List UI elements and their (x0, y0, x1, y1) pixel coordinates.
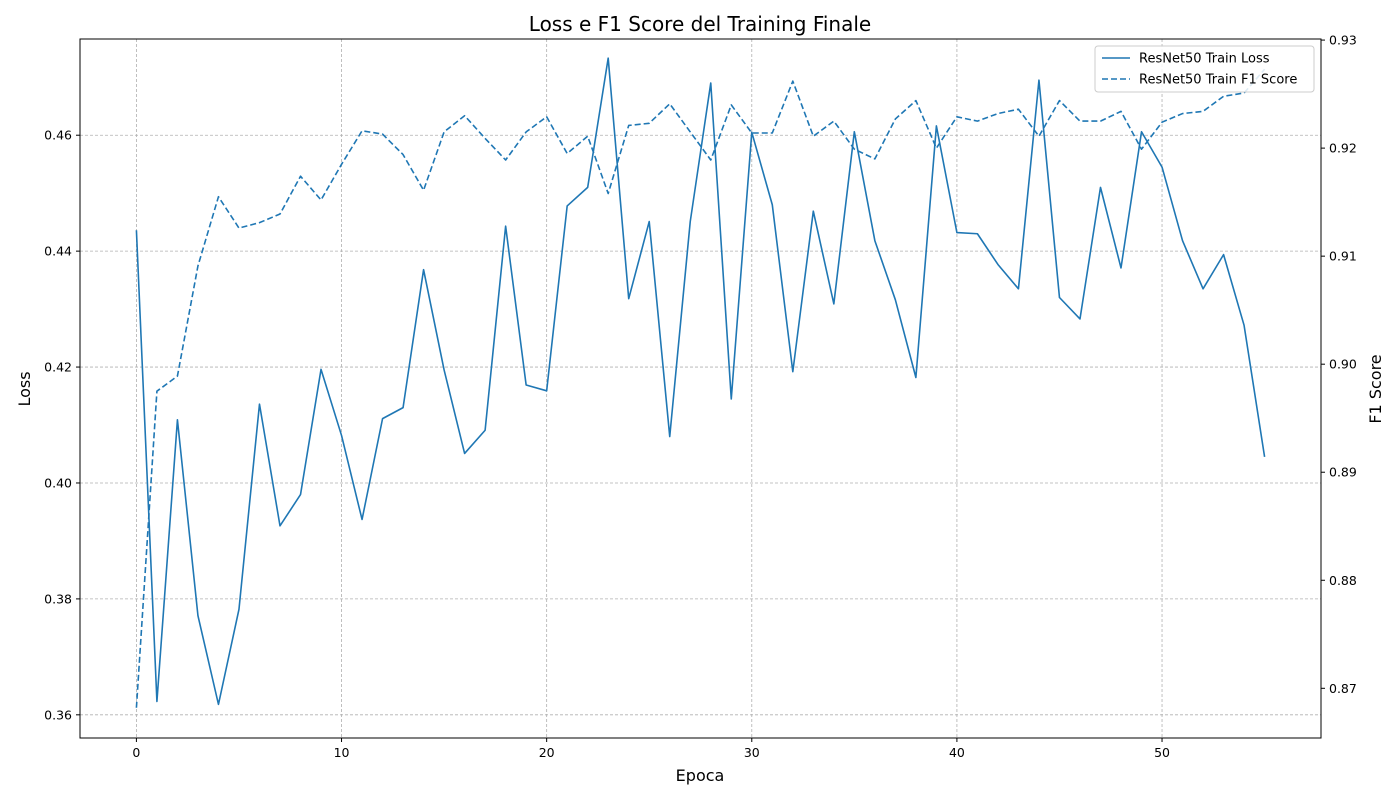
y-tick-label-left: 0.44 (44, 244, 72, 259)
y-tick-label-left: 0.40 (44, 475, 72, 490)
legend-box (1094, 45, 1315, 93)
y-tick-label-right: 0.87 (1329, 681, 1357, 696)
legend-label: ResNet50 Train Loss (1139, 52, 1270, 67)
y-tick-label-left: 0.38 (44, 591, 72, 606)
x-tick-label: 50 (1154, 745, 1170, 760)
x-tick-label: 10 (334, 745, 350, 760)
y-axis-label-right: F1 Score (1366, 354, 1385, 423)
x-tick-label: 0 (132, 745, 140, 760)
ticks: 0 10 20 30 40 50 0.36 0.38 0.40 0.42 0.44 0.46 0.87 0… (44, 33, 1357, 760)
y-tick-label-right: 0.89 (1329, 465, 1357, 480)
x-axis-label: Epoca (676, 766, 725, 785)
loss-line (135, 57, 1266, 706)
series (135, 57, 1266, 708)
f1-score-line (135, 68, 1266, 708)
x-tick-label: 20 (539, 745, 555, 760)
y-tick-label-right: 0.88 (1329, 573, 1357, 588)
x-tick-label: 40 (949, 745, 965, 760)
y-tick-label-left: 0.46 (44, 128, 72, 143)
y-tick-label-right: 0.90 (1329, 357, 1357, 372)
legend-label: ResNet50 Train F1 Score (1139, 73, 1297, 88)
y-tick-label-left: 0.36 (44, 707, 72, 722)
plot-frame (79, 38, 1322, 739)
legend: ResNet50 Train Loss ResNet50 Train F1 Sco… (1094, 45, 1315, 93)
y-tick-label-left: 0.42 (44, 360, 72, 375)
y-tick-label-right: 0.93 (1329, 33, 1357, 48)
chart-title: Loss e F1 Score del Training Finale (529, 12, 871, 36)
x-tick-label: 30 (744, 745, 760, 760)
y-axis-label-left: Loss (15, 371, 34, 406)
grid (80, 39, 1321, 738)
y-tick-label-right: 0.91 (1329, 249, 1357, 264)
y-tick-label-right: 0.92 (1329, 141, 1357, 156)
